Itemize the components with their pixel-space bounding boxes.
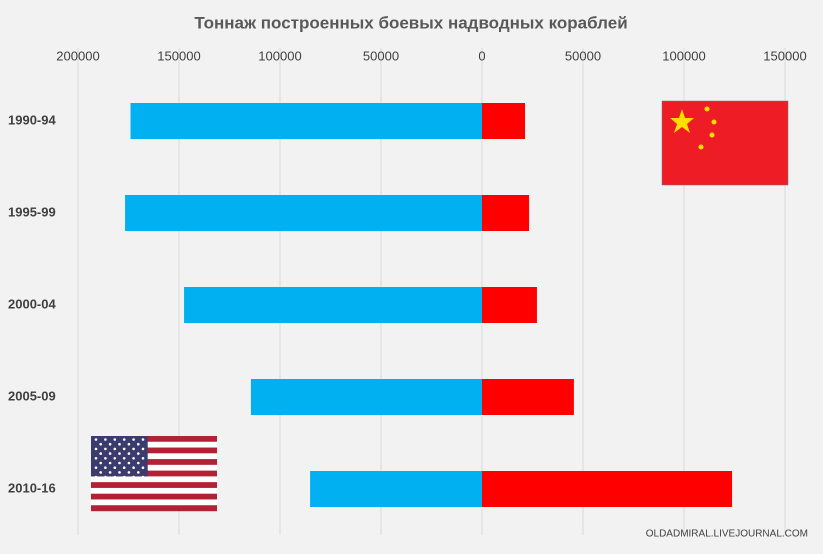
flag-star	[94, 438, 98, 441]
flag-star	[141, 466, 145, 470]
flag-star	[137, 442, 140, 446]
flag-star	[99, 442, 102, 446]
chart-title: Тоннаж построенных боевых надводных кора…	[194, 13, 627, 32]
flag-stripe	[91, 453, 217, 460]
flag-stripe	[91, 499, 217, 506]
y-tick-label: 1995-99	[8, 204, 56, 219]
x-tick-label: 50000	[363, 48, 399, 63]
flag-star	[99, 461, 102, 465]
bar	[310, 471, 482, 507]
bar	[482, 471, 733, 507]
flag-star	[137, 461, 140, 465]
flag-star	[113, 438, 117, 441]
flag-star	[122, 457, 126, 460]
bar	[250, 379, 482, 415]
flag-star	[141, 475, 145, 479]
x-tick-label: 50000	[565, 48, 601, 63]
flag-star	[141, 457, 145, 460]
flag-star	[127, 471, 131, 474]
flag-star	[113, 457, 117, 460]
source-note: OLDADMIRAL.LIVEJOURNAL.COM	[646, 529, 808, 540]
flag-star	[127, 442, 131, 446]
flag-stripe	[91, 464, 217, 471]
china-flag	[661, 100, 789, 186]
y-tick-label: 2005-09	[8, 388, 56, 403]
bar	[125, 195, 482, 231]
bar	[482, 103, 526, 139]
flag-stripe	[91, 470, 217, 477]
flag-stripe	[91, 505, 217, 512]
flag-stripe	[91, 441, 217, 448]
flag-stripe	[91, 487, 217, 494]
flag-star	[113, 447, 117, 451]
flag-star	[99, 471, 102, 474]
flag-star	[118, 442, 121, 446]
flag-star	[94, 457, 98, 460]
x-tick-label: 100000	[662, 48, 705, 63]
bar	[184, 287, 483, 323]
flag-star	[127, 461, 131, 465]
flag-star	[118, 461, 121, 465]
flag-stripe	[91, 493, 217, 500]
bar	[482, 195, 530, 231]
flag-star	[104, 447, 107, 451]
flag-star	[122, 438, 126, 441]
flag-star	[132, 447, 135, 451]
flag-star	[113, 466, 117, 470]
bar	[482, 379, 574, 415]
flag-star	[104, 457, 107, 460]
flag-star	[94, 447, 98, 451]
flag-star	[108, 461, 112, 465]
flag-star	[104, 475, 107, 479]
usa-flag	[91, 436, 217, 512]
plot-area: 200000 150000 100000 50000 0 50000 100000 15000…	[8, 48, 807, 535]
flag-star	[132, 438, 135, 441]
y-tick-label: 1990-94	[8, 112, 56, 127]
flag-star	[99, 452, 102, 455]
flag-star	[122, 475, 126, 479]
flag-star	[122, 466, 126, 470]
flag-star	[118, 471, 121, 474]
flag-star	[141, 447, 145, 451]
flag-star	[94, 475, 98, 479]
flag-star	[132, 466, 135, 470]
flag-stripe	[91, 447, 217, 454]
flag-star	[132, 475, 135, 479]
x-tick-label: 0	[478, 48, 485, 63]
flag-star	[127, 452, 131, 455]
x-tick-label: 200000	[56, 48, 99, 63]
flag-star	[118, 452, 121, 455]
flag-star	[137, 452, 140, 455]
flag-star	[94, 466, 98, 470]
x-tick-label: 100000	[258, 48, 301, 63]
flag-star	[132, 457, 135, 460]
y-tick-label: 2010-16	[8, 480, 56, 495]
flag-stripe	[91, 436, 217, 442]
bar	[482, 287, 537, 323]
flag-star	[108, 442, 112, 446]
flag-star	[137, 471, 140, 474]
flag-star	[113, 475, 117, 479]
x-tick-label: 150000	[763, 48, 806, 63]
flag-stripe	[91, 459, 217, 466]
flag-star	[108, 452, 112, 455]
x-tick-label: 150000	[157, 48, 200, 63]
flag-star	[104, 466, 107, 470]
flag-canton	[91, 436, 148, 477]
flag-stripe	[91, 476, 217, 483]
flag-stripe	[91, 482, 217, 489]
bar	[130, 103, 482, 139]
flag-star	[104, 438, 107, 441]
flag-star	[108, 471, 112, 474]
y-tick-label: 2000-04	[8, 296, 56, 311]
flag-star	[141, 438, 145, 441]
flag-star	[122, 447, 126, 451]
